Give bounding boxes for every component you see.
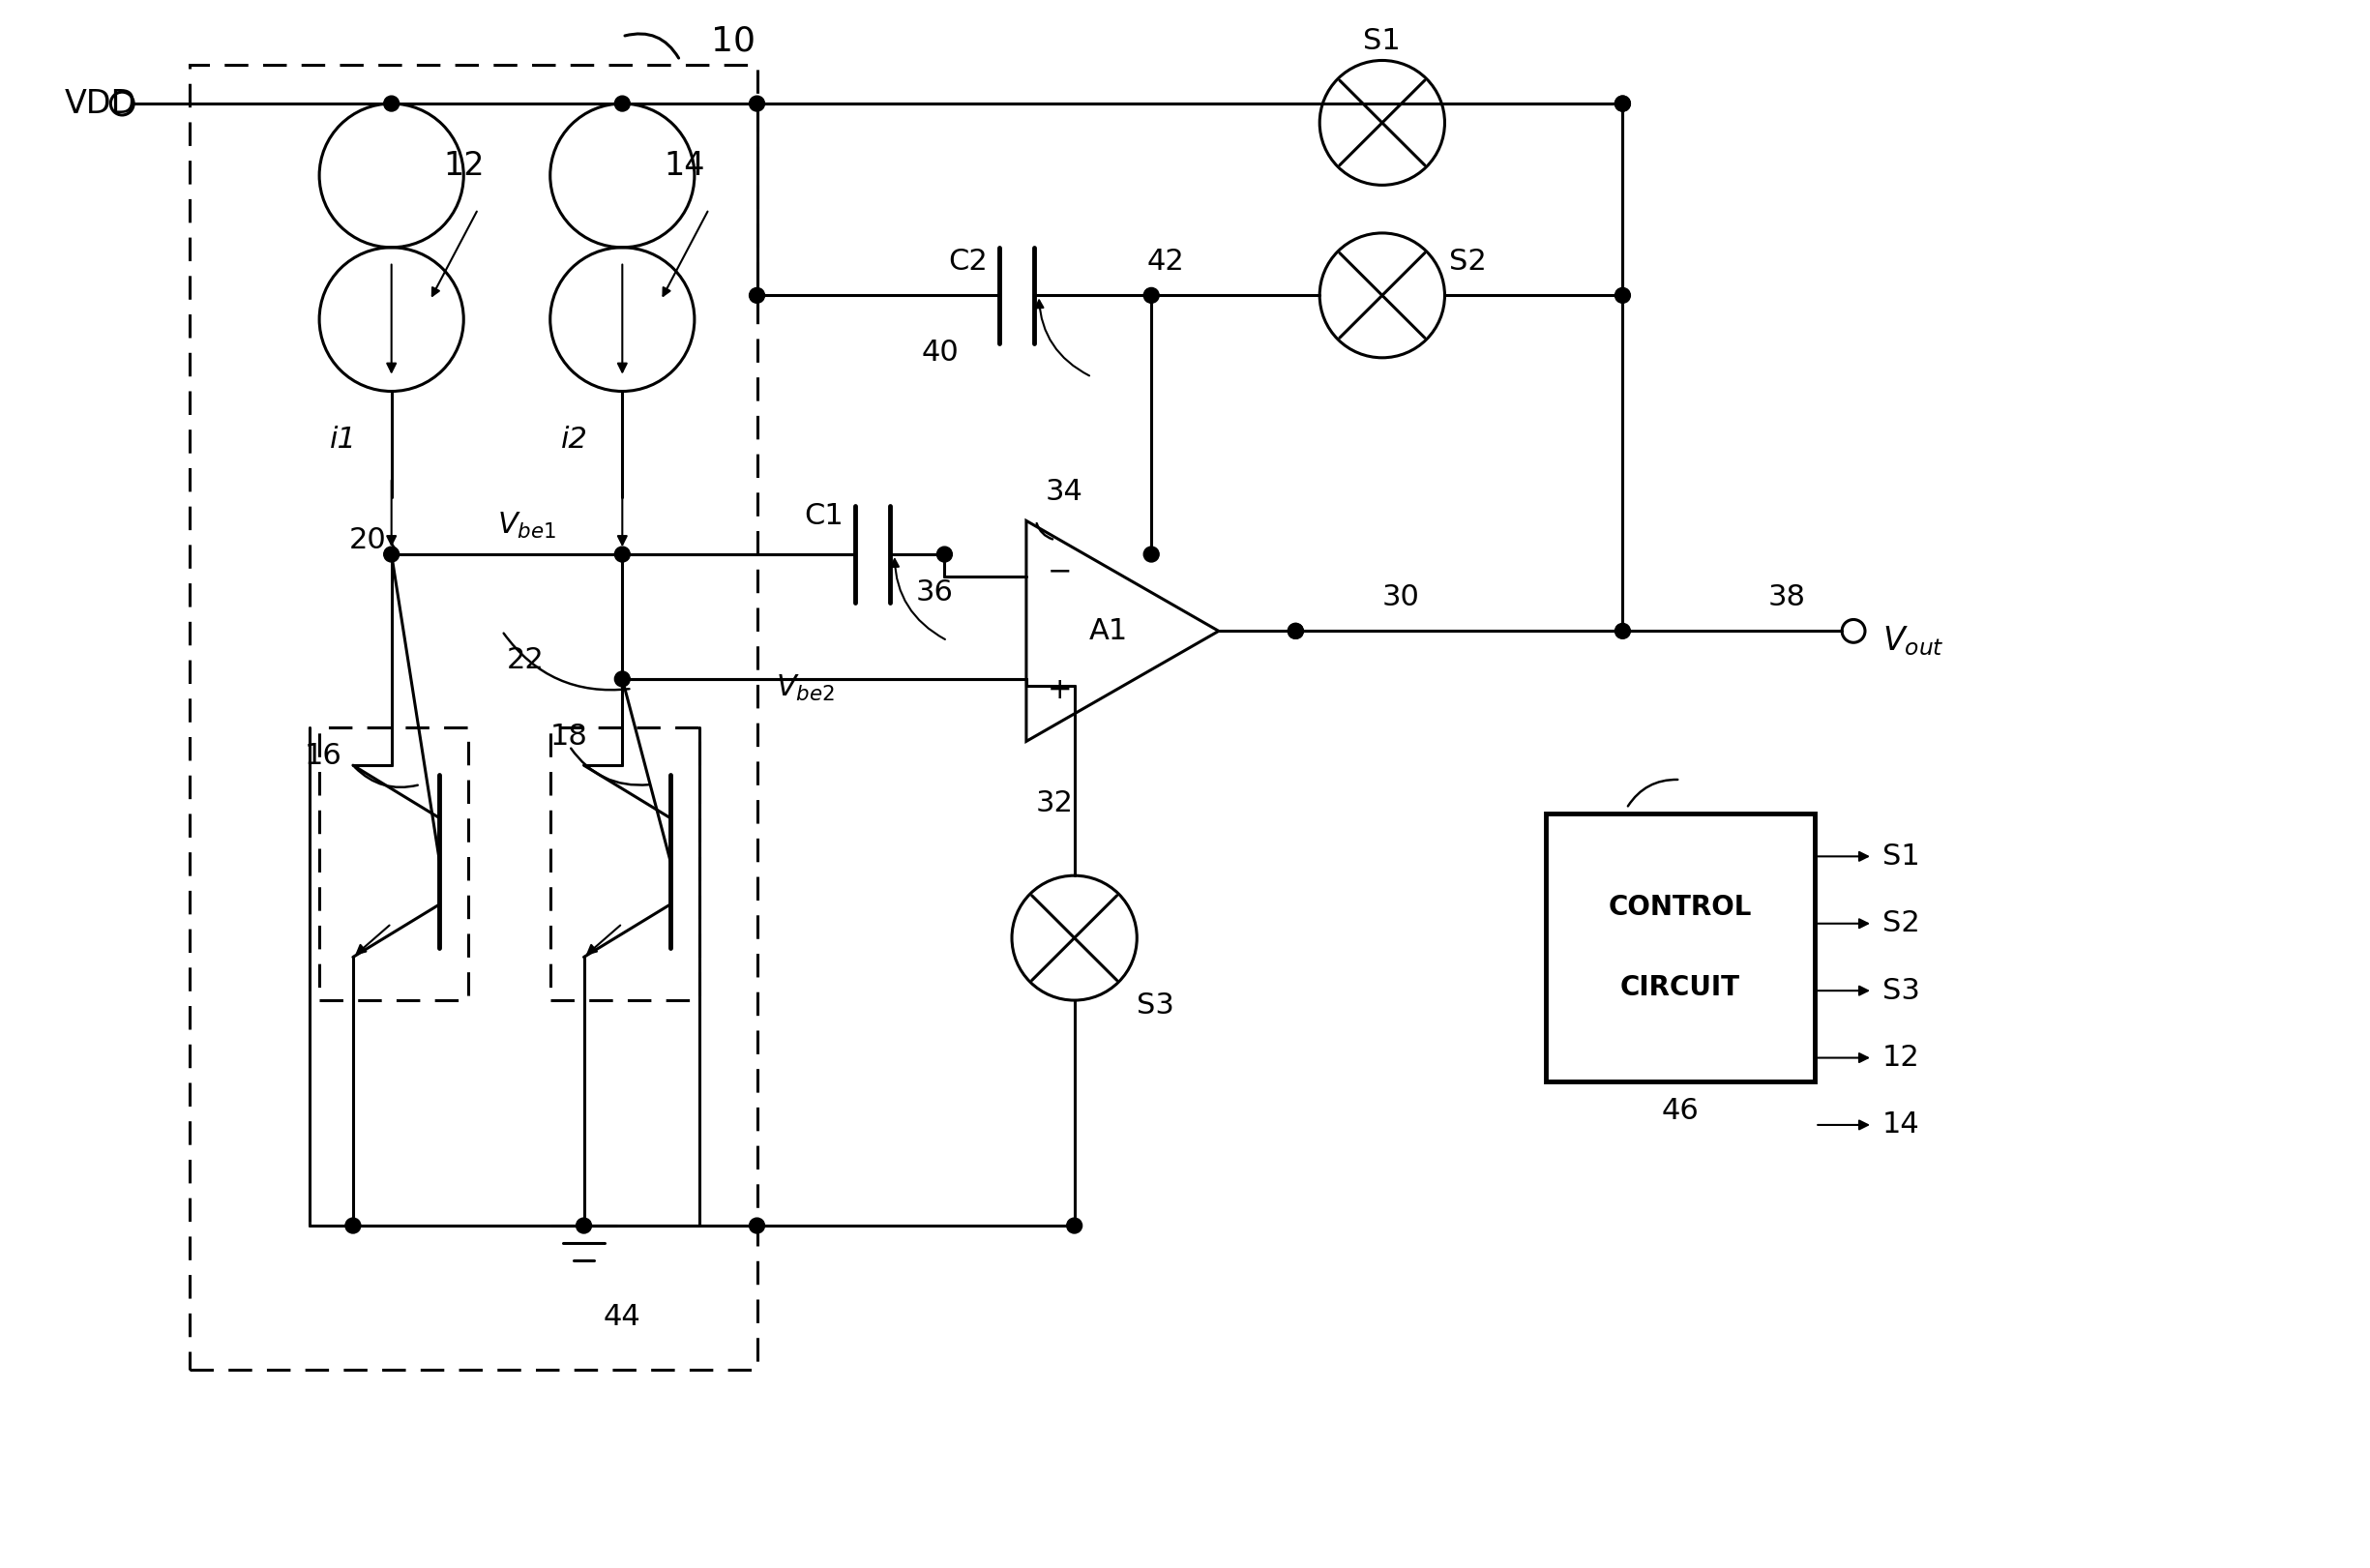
- Circle shape: [1287, 624, 1304, 638]
- Text: 14: 14: [664, 151, 706, 182]
- Text: 40: 40: [922, 339, 960, 367]
- Circle shape: [1066, 1218, 1083, 1234]
- Circle shape: [346, 1218, 360, 1234]
- Text: $V_{out}$: $V_{out}$: [1882, 624, 1943, 657]
- Text: 10: 10: [711, 25, 756, 58]
- Text: 12: 12: [1882, 1044, 1920, 1073]
- Text: 38: 38: [1768, 583, 1806, 612]
- Bar: [550, 728, 699, 1000]
- Text: A1: A1: [1088, 618, 1128, 644]
- Circle shape: [936, 547, 953, 561]
- Circle shape: [614, 671, 630, 687]
- Text: C2: C2: [948, 248, 988, 276]
- Circle shape: [749, 1218, 766, 1234]
- Text: CIRCUIT: CIRCUIT: [1621, 974, 1740, 1002]
- Text: +: +: [1048, 676, 1071, 704]
- Circle shape: [1145, 287, 1159, 303]
- Text: S1: S1: [1363, 27, 1401, 55]
- Text: 16: 16: [306, 742, 341, 770]
- Text: 18: 18: [550, 723, 588, 751]
- Text: C1: C1: [803, 502, 844, 530]
- Text: $V_{be1}$: $V_{be1}$: [498, 511, 557, 541]
- Circle shape: [576, 1218, 592, 1234]
- Circle shape: [1614, 624, 1631, 638]
- Bar: [190, 66, 756, 1369]
- Text: VDD: VDD: [64, 88, 137, 119]
- Text: i1: i1: [329, 425, 358, 453]
- Text: CONTROL: CONTROL: [1609, 894, 1751, 920]
- Text: 14: 14: [1882, 1110, 1920, 1138]
- Text: S1: S1: [1882, 842, 1920, 870]
- Bar: [1545, 814, 1815, 1082]
- Text: 42: 42: [1147, 248, 1185, 276]
- Text: S3: S3: [1882, 977, 1920, 1005]
- Circle shape: [614, 96, 630, 111]
- Circle shape: [384, 96, 398, 111]
- Text: $V_{be2}$: $V_{be2}$: [777, 674, 834, 704]
- Bar: [320, 728, 469, 1000]
- Circle shape: [1287, 624, 1304, 638]
- Text: 36: 36: [915, 579, 953, 607]
- Circle shape: [614, 547, 630, 561]
- Text: 32: 32: [1036, 790, 1074, 817]
- Text: 30: 30: [1382, 583, 1420, 612]
- Circle shape: [1614, 96, 1631, 111]
- Text: i2: i2: [562, 425, 588, 453]
- Circle shape: [749, 96, 766, 111]
- Text: 12: 12: [443, 151, 483, 182]
- Text: S2: S2: [1450, 248, 1486, 276]
- Circle shape: [1614, 96, 1631, 111]
- Circle shape: [749, 287, 766, 303]
- Text: 34: 34: [1045, 478, 1083, 506]
- Circle shape: [1614, 287, 1631, 303]
- Text: S3: S3: [1138, 991, 1176, 1019]
- Text: 46: 46: [1661, 1096, 1699, 1124]
- Text: 44: 44: [604, 1303, 640, 1331]
- Text: 22: 22: [507, 646, 545, 674]
- Circle shape: [384, 547, 398, 561]
- Text: S2: S2: [1882, 909, 1920, 938]
- Circle shape: [1145, 547, 1159, 561]
- Text: 20: 20: [348, 525, 386, 554]
- Text: −: −: [1048, 558, 1071, 585]
